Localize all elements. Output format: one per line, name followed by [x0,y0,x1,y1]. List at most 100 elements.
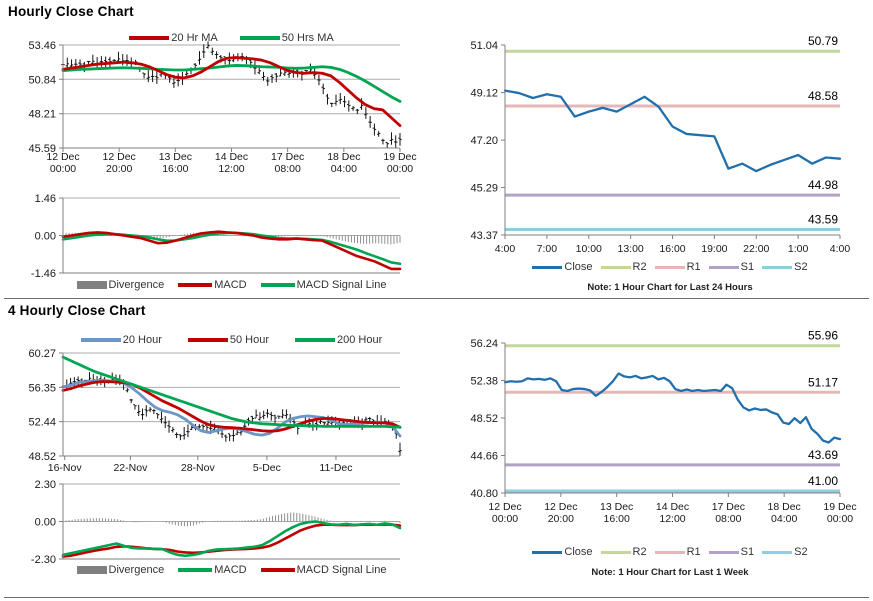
svg-text:5-Dec: 5-Dec [253,462,281,474]
legend-item: Close [532,546,593,558]
svg-text:0.00: 0.00 [35,517,56,529]
svg-text:53.46: 53.46 [28,40,56,52]
legend-label: R2 [632,261,647,273]
hourly-ma-legend: 20 Hr MA 50 Hrs MA [63,32,400,44]
svg-text:40.80: 40.80 [470,488,498,500]
legend-item: S1 [708,546,755,558]
svg-text:43.59: 43.59 [808,213,838,227]
legend-label: 20 Hour [122,334,162,346]
svg-text:00:00: 00:00 [827,513,853,525]
svg-text:00:00: 00:00 [492,513,518,525]
svg-text:41.00: 41.00 [808,474,838,488]
svg-text:22-Nov: 22-Nov [113,462,148,474]
legend-item: 20 Hr MA [129,32,218,44]
svg-text:04:00: 04:00 [331,163,357,175]
four-hourly-chart-title: 4 Hourly Close Chart [8,303,146,318]
svg-text:49.12: 49.12 [470,88,498,100]
legend-swatch [600,550,631,554]
svg-text:19 Dec: 19 Dec [823,501,856,513]
svg-text:12 Dec: 12 Dec [488,501,521,513]
legend-item: Divergence [76,279,165,291]
legend-item: 200 Hour [295,334,382,346]
legend-label: S2 [794,546,808,558]
svg-text:20:00: 20:00 [548,513,574,525]
svg-text:12 Dec: 12 Dec [46,151,79,163]
legend-swatch [178,568,213,572]
legend-label: R1 [686,546,701,558]
svg-text:2.30: 2.30 [35,479,56,491]
svg-text:18 Dec: 18 Dec [768,501,801,513]
svg-text:12 Dec: 12 Dec [103,151,136,163]
svg-text:16:00: 16:00 [162,163,188,175]
svg-text:48.52: 48.52 [470,413,498,425]
legend-item: R1 [654,261,701,273]
svg-text:16:00: 16:00 [604,513,630,525]
legend-item: Divergence [76,564,165,576]
bottom-separator [4,597,869,598]
legend-label: R1 [686,261,701,273]
svg-text:51.17: 51.17 [808,375,838,389]
legend-item: R1 [654,546,701,558]
svg-text:48.21: 48.21 [28,109,56,121]
legend-swatch [76,281,107,289]
legend-label: Close [564,546,593,558]
legend-swatch [600,265,631,269]
svg-text:4:00: 4:00 [830,243,851,255]
hourly-chart-title: Hourly Close Chart [8,4,134,19]
svg-text:18 Dec: 18 Dec [327,151,360,163]
legend-label: S1 [740,261,755,273]
legend-swatch [129,36,170,40]
svg-text:52.44: 52.44 [28,417,56,429]
svg-text:50.79: 50.79 [808,34,838,48]
legend-item: S1 [708,261,755,273]
legend-label: MACD [214,279,247,291]
pivot-week-note: Note: 1 Hour Chart for Last 1 Week [591,567,749,578]
pivot-week-legend: Close R2 R1 S1 S2 [495,546,845,558]
pivot-24h-note: Note: 1 Hour Chart for Last 24 Hours [587,282,753,293]
legend-swatch [295,338,335,342]
legend-label: Divergence [108,564,165,576]
svg-text:50.84: 50.84 [28,74,56,86]
legend-label: R2 [632,546,647,558]
legend-label: 20 Hr MA [171,32,218,44]
legend-label: MACD Signal Line [296,564,387,576]
hourly-macd-legend: Divergence MACD MACD Signal Line [63,279,400,291]
legend-item: S2 [762,546,808,558]
svg-text:17 Dec: 17 Dec [712,501,745,513]
svg-text:45.29: 45.29 [470,182,498,194]
legend-label: S2 [794,261,808,273]
four-hourly-ma-legend: 20 Hour 50 Hour 200 Hour [63,334,400,346]
svg-text:08:00: 08:00 [275,163,301,175]
legend-item: 20 Hour [80,334,162,346]
svg-text:00:00: 00:00 [50,163,76,175]
svg-text:7:00: 7:00 [537,243,558,255]
svg-text:1:00: 1:00 [788,243,809,255]
legend-item: Close [532,261,593,273]
legend-item: MACD Signal Line [260,564,387,576]
svg-text:48.52: 48.52 [28,451,56,463]
legend-item: 50 Hour [187,334,269,346]
legend-label: S1 [740,546,755,558]
svg-text:1.46: 1.46 [35,193,56,205]
svg-text:43.69: 43.69 [808,448,838,462]
legend-swatch [187,338,228,342]
legend-label: Divergence [108,279,165,291]
legend-swatch [260,568,295,572]
svg-text:14 Dec: 14 Dec [656,501,689,513]
svg-text:12:00: 12:00 [659,513,685,525]
svg-text:43.37: 43.37 [470,230,498,242]
svg-text:19:00: 19:00 [701,243,727,255]
legend-label: MACD Signal Line [296,279,387,291]
svg-text:44.98: 44.98 [808,178,838,192]
legend-swatch [239,36,280,40]
svg-text:13 Dec: 13 Dec [600,501,633,513]
legend-item: MACD Signal Line [260,279,387,291]
legend-item: R2 [600,546,647,558]
svg-text:19 Dec: 19 Dec [383,151,416,163]
legend-swatch [532,550,563,554]
svg-text:12 Dec: 12 Dec [544,501,577,513]
svg-text:17 Dec: 17 Dec [271,151,304,163]
svg-text:0.00: 0.00 [35,231,56,243]
svg-text:13:00: 13:00 [617,243,643,255]
